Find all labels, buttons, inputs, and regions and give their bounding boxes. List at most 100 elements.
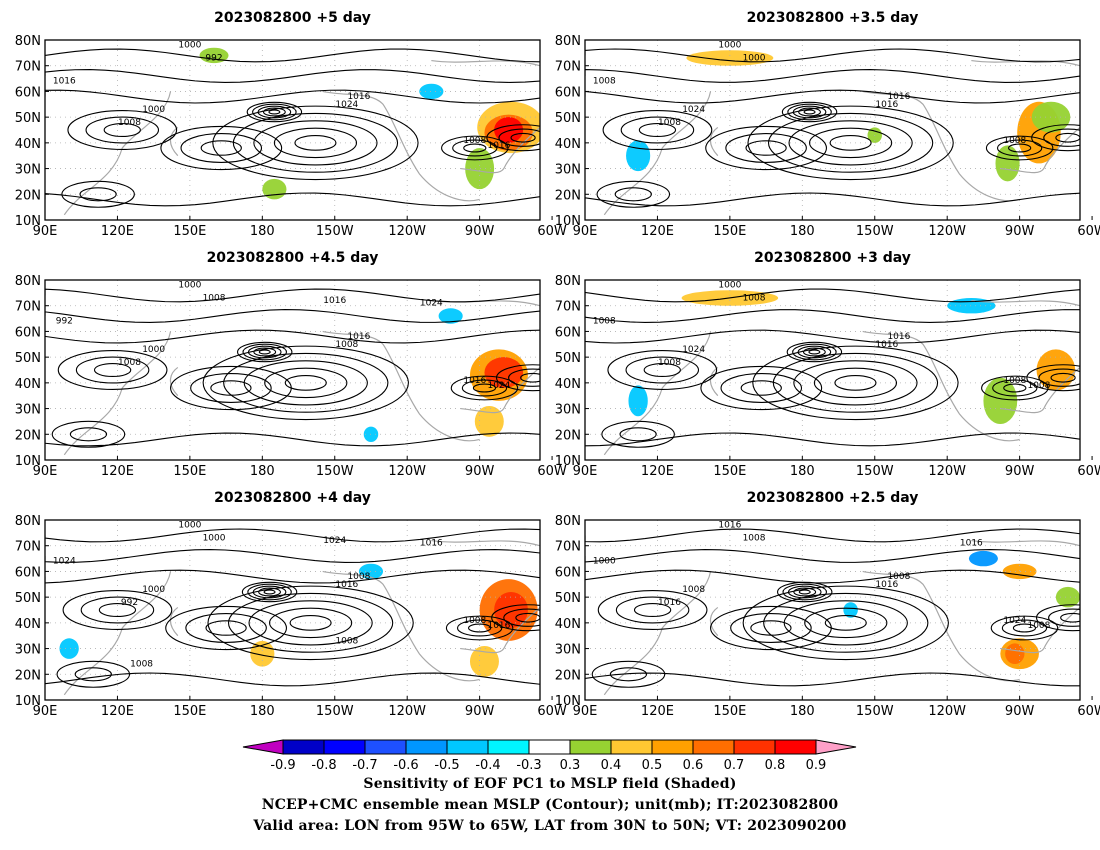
- lon-tick-label: 180: [250, 464, 275, 479]
- isobar: [742, 585, 949, 661]
- isobar: [824, 614, 867, 631]
- contour-label: 1016: [487, 621, 510, 631]
- lat-tick-label: 60N: [15, 325, 41, 340]
- lon-tick-label: 60W: [1077, 704, 1100, 719]
- contour-label: 1008: [682, 585, 705, 595]
- contour-label: 1000: [593, 557, 616, 567]
- contour-label: 1008: [118, 358, 141, 368]
- isobar: [772, 352, 939, 413]
- isobar: [85, 116, 160, 144]
- lat-tick-label: 80N: [555, 34, 581, 49]
- isobar: [232, 112, 399, 173]
- isobar: [633, 602, 672, 618]
- lat-tick-label: 60N: [555, 85, 581, 100]
- colorbar-label: -0.9: [270, 758, 295, 773]
- isobar: [445, 615, 514, 641]
- lon-tick-label: 150W: [316, 704, 354, 719]
- isobar: [200, 140, 242, 156]
- lon-tick-label: 150E: [713, 704, 746, 719]
- sensitivity-shading: [494, 117, 524, 143]
- isobar: [585, 672, 1080, 687]
- lat-tick-label: 70N: [15, 300, 41, 315]
- lon-tick-label: 90W: [465, 704, 495, 719]
- colorbar-label: -0.7: [352, 758, 377, 773]
- lon-tick-label: 150E: [173, 704, 206, 719]
- isobar: [777, 581, 833, 603]
- isobar: [602, 110, 713, 150]
- contour-label: 1008: [130, 660, 153, 670]
- lat-tick-label: 40N: [15, 617, 41, 632]
- isobar: [241, 581, 298, 603]
- contour-label: 1000: [142, 105, 165, 115]
- sensitivity-shading: [199, 47, 229, 64]
- contour-label: 1008: [1003, 376, 1026, 386]
- contour-label: 1008: [1027, 621, 1050, 631]
- isobar: [803, 109, 816, 115]
- isobar: [763, 592, 929, 653]
- colorbar-swatch: [651, 739, 694, 755]
- colorbar-swatch: [528, 739, 571, 755]
- isobar: [190, 373, 272, 403]
- lat-tick-label: 20N: [15, 668, 41, 683]
- lon-tick-label: 60W: [1077, 224, 1100, 239]
- isobar: [452, 139, 498, 157]
- isobar: [1003, 383, 1027, 393]
- lat-tick-label: 70N: [15, 540, 41, 555]
- isobar: [463, 143, 487, 153]
- isobar: [585, 549, 1080, 563]
- isobar: [585, 329, 1080, 344]
- colorbar-label: -0.8: [311, 758, 336, 773]
- sensitivity-shading: [469, 646, 499, 677]
- lat-tick-label: 70N: [555, 300, 581, 315]
- contour-label: 1008: [743, 534, 766, 544]
- contour-label: 1000: [203, 534, 226, 544]
- isobar: [804, 607, 888, 639]
- lon-tick-label: 150W: [316, 464, 354, 479]
- contour-label: 1000: [178, 41, 201, 51]
- isobar: [720, 373, 803, 403]
- isobar: [798, 589, 811, 595]
- contour-label: 1008: [658, 358, 681, 368]
- lon-tick-label: 150E: [173, 464, 206, 479]
- contour-label: 1016: [718, 521, 741, 531]
- isobar: [585, 569, 1080, 584]
- sensitivity-shading: [262, 178, 287, 200]
- isobar: [792, 343, 837, 361]
- lat-tick-label: 60N: [555, 565, 581, 580]
- panel-title: 2023082800 +3 day: [754, 250, 911, 266]
- lat-tick-label: 50N: [15, 591, 41, 606]
- sensitivity-shading: [474, 406, 504, 437]
- lat-tick-label: 40N: [15, 377, 41, 392]
- isobar: [210, 380, 252, 396]
- lon-tick-label: 120W: [928, 464, 966, 479]
- isobar: [67, 110, 178, 150]
- map-panel-5: 2023082800 +4 day10001000102410081016100…: [15, 490, 567, 719]
- lon-tick-label: 90E: [573, 704, 598, 719]
- contour-label: 1024: [682, 105, 705, 115]
- sensitivity-shading: [438, 308, 463, 324]
- isobar: [56, 660, 131, 688]
- isobar: [981, 375, 1049, 401]
- lon-tick-label: 90E: [33, 704, 58, 719]
- contour-label: 1024: [323, 536, 346, 546]
- colorbar-swatch: [692, 739, 735, 755]
- isobar: [585, 192, 1080, 207]
- isobar: [202, 345, 409, 421]
- colorbar-swatch: [569, 739, 612, 755]
- lon-tick-label: 150W: [856, 464, 894, 479]
- isobar: [258, 587, 281, 597]
- isobar: [1031, 124, 1080, 152]
- sensitivity-shading: [626, 140, 651, 172]
- contour-label: 1008: [1003, 136, 1026, 146]
- colorbar-arrow-left: [242, 739, 284, 755]
- contour-label: 1016: [875, 100, 898, 110]
- isobar: [1001, 619, 1048, 637]
- lat-tick-label: 50N: [15, 111, 41, 126]
- isobar: [45, 89, 540, 104]
- lat-tick-label: 40N: [555, 617, 581, 632]
- colorbar-label: 0.3: [560, 758, 581, 773]
- lon-tick-label: 120E: [641, 464, 674, 479]
- isobar: [98, 602, 137, 618]
- colorbar-label: -0.3: [516, 758, 541, 773]
- isobar: [1048, 608, 1080, 627]
